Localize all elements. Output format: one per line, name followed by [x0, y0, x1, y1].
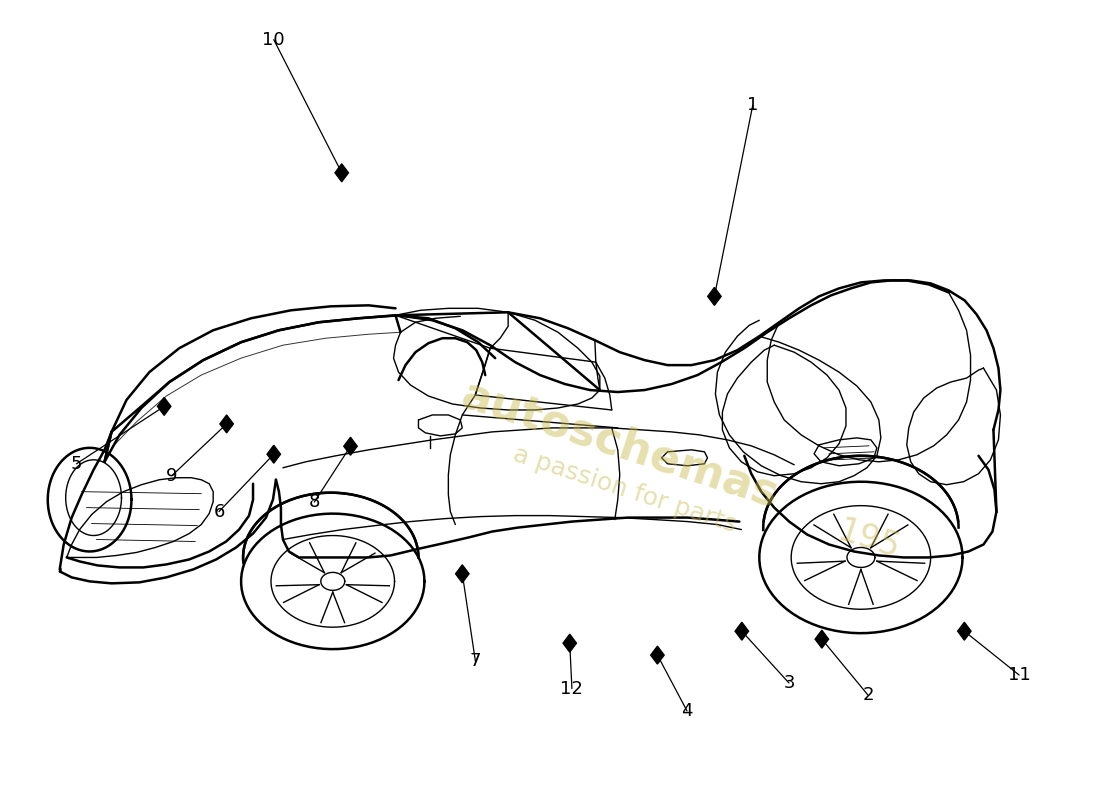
Polygon shape: [220, 415, 233, 433]
Text: 7: 7: [470, 653, 481, 670]
Text: 11: 11: [1008, 666, 1031, 684]
Text: a passion for parts: a passion for parts: [510, 442, 739, 537]
Polygon shape: [455, 565, 469, 582]
Polygon shape: [815, 630, 828, 648]
Polygon shape: [958, 622, 971, 640]
Text: 4: 4: [681, 702, 693, 720]
Text: 2: 2: [862, 686, 873, 704]
Text: 9: 9: [166, 466, 177, 485]
Text: 10: 10: [263, 30, 285, 49]
Polygon shape: [735, 622, 749, 640]
Text: 195: 195: [834, 514, 904, 565]
Text: autoschemas: autoschemas: [455, 374, 784, 517]
Text: 12: 12: [561, 679, 583, 698]
Text: 3: 3: [783, 674, 794, 692]
Polygon shape: [344, 438, 358, 455]
Polygon shape: [267, 446, 280, 463]
Text: 6: 6: [213, 502, 224, 521]
Text: 8: 8: [309, 493, 320, 511]
Polygon shape: [157, 398, 170, 415]
Text: 5: 5: [70, 454, 82, 473]
Polygon shape: [563, 634, 576, 652]
Polygon shape: [336, 164, 349, 182]
Text: 1: 1: [747, 96, 759, 114]
Polygon shape: [707, 287, 722, 306]
Polygon shape: [651, 646, 664, 664]
